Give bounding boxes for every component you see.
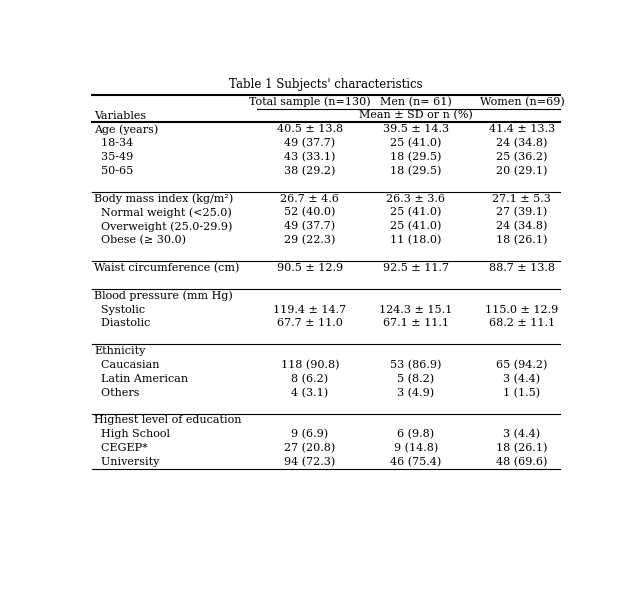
Text: 119.4 ± 14.7: 119.4 ± 14.7 [273,304,347,315]
Text: 27.1 ± 5.3: 27.1 ± 5.3 [492,194,551,204]
Text: 27 (39.1): 27 (39.1) [496,207,548,218]
Text: Age (years): Age (years) [94,124,158,135]
Text: 1 (1.5): 1 (1.5) [503,387,541,398]
Text: 53 (86.9): 53 (86.9) [391,360,441,370]
Text: Obese (≥ 30.0): Obese (≥ 30.0) [94,235,186,245]
Text: 29 (22.3): 29 (22.3) [284,235,336,245]
Text: Diastolic: Diastolic [94,318,151,328]
Text: 25 (41.0): 25 (41.0) [391,207,441,218]
Text: 43 (33.1): 43 (33.1) [284,152,336,162]
Text: High School: High School [94,429,170,439]
Text: Others: Others [94,388,140,398]
Text: Ethnicity: Ethnicity [94,346,146,356]
Text: 88.7 ± 13.8: 88.7 ± 13.8 [489,263,555,273]
Text: 5 (8.2): 5 (8.2) [398,374,434,384]
Text: 124.3 ± 15.1: 124.3 ± 15.1 [379,304,453,315]
Text: Blood pressure (mm Hg): Blood pressure (mm Hg) [94,290,233,301]
Text: Total sample (n=130): Total sample (n=130) [249,96,371,107]
Text: 26.7 ± 4.6: 26.7 ± 4.6 [280,194,340,204]
Text: Mean ± SD or n (%): Mean ± SD or n (%) [359,110,473,121]
Text: 25 (41.0): 25 (41.0) [391,221,441,232]
Text: Caucasian: Caucasian [94,360,160,370]
Text: 25 (36.2): 25 (36.2) [496,152,548,162]
Text: Body mass index (kg/m²): Body mass index (kg/m²) [94,193,233,204]
Text: 18-34: 18-34 [94,138,134,148]
Text: 18 (26.1): 18 (26.1) [496,443,548,453]
Text: 40.5 ± 13.8: 40.5 ± 13.8 [277,124,343,134]
Text: Waist circumference (cm): Waist circumference (cm) [94,263,240,273]
Text: 8 (6.2): 8 (6.2) [291,374,328,384]
Text: 35-49: 35-49 [94,152,134,162]
Text: 39.5 ± 14.3: 39.5 ± 14.3 [383,124,449,134]
Text: 65 (94.2): 65 (94.2) [496,360,548,370]
Text: 3 (4.4): 3 (4.4) [503,374,541,384]
Text: 24 (34.8): 24 (34.8) [496,138,548,148]
Text: 26.3 ± 3.6: 26.3 ± 3.6 [387,194,445,204]
Text: 118 (90.8): 118 (90.8) [280,360,339,370]
Text: 50-65: 50-65 [94,166,134,176]
Text: 49 (37.7): 49 (37.7) [284,221,336,232]
Text: Women (n=69): Women (n=69) [480,96,564,107]
Text: Overweight (25.0-29.9): Overweight (25.0-29.9) [94,221,233,232]
Text: Variables: Variables [94,110,146,121]
Text: 68.2 ± 11.1: 68.2 ± 11.1 [489,318,555,328]
Text: 24 (34.8): 24 (34.8) [496,221,548,232]
Text: University: University [94,457,160,467]
Text: 4 (3.1): 4 (3.1) [291,387,328,398]
Text: Table 1 Subjects' characteristics: Table 1 Subjects' characteristics [229,78,423,92]
Text: 94 (72.3): 94 (72.3) [284,457,336,467]
Text: 9 (6.9): 9 (6.9) [291,429,328,439]
Text: 38 (29.2): 38 (29.2) [284,166,336,176]
Text: 90.5 ± 12.9: 90.5 ± 12.9 [277,263,343,273]
Text: 46 (75.4): 46 (75.4) [391,457,441,467]
Text: 18 (29.5): 18 (29.5) [391,166,441,176]
Text: Men (n= 61): Men (n= 61) [380,96,452,107]
Text: 11 (18.0): 11 (18.0) [391,235,441,245]
Text: 49 (37.7): 49 (37.7) [284,138,336,148]
Text: 52 (40.0): 52 (40.0) [284,207,336,218]
Text: 67.1 ± 11.1: 67.1 ± 11.1 [383,318,449,328]
Text: CEGEP*: CEGEP* [94,443,148,453]
Text: 41.4 ± 13.3: 41.4 ± 13.3 [489,124,555,134]
Text: 48 (69.6): 48 (69.6) [496,457,548,467]
Text: Systolic: Systolic [94,304,146,315]
Text: 3 (4.4): 3 (4.4) [503,429,541,439]
Text: 18 (29.5): 18 (29.5) [391,152,441,162]
Text: 18 (26.1): 18 (26.1) [496,235,548,245]
Text: 67.7 ± 11.0: 67.7 ± 11.0 [277,318,343,328]
Text: Latin American: Latin American [94,374,188,384]
Text: Normal weight (<25.0): Normal weight (<25.0) [94,207,232,218]
Text: 92.5 ± 11.7: 92.5 ± 11.7 [383,263,449,273]
Text: 9 (14.8): 9 (14.8) [394,443,438,453]
Text: 20 (29.1): 20 (29.1) [496,166,548,176]
Text: 3 (4.9): 3 (4.9) [398,387,434,398]
Text: 27 (20.8): 27 (20.8) [284,443,336,453]
Text: Highest level of education: Highest level of education [94,415,242,425]
Text: 25 (41.0): 25 (41.0) [391,138,441,148]
Text: 6 (9.8): 6 (9.8) [398,429,434,439]
Text: 115.0 ± 12.9: 115.0 ± 12.9 [485,304,558,315]
